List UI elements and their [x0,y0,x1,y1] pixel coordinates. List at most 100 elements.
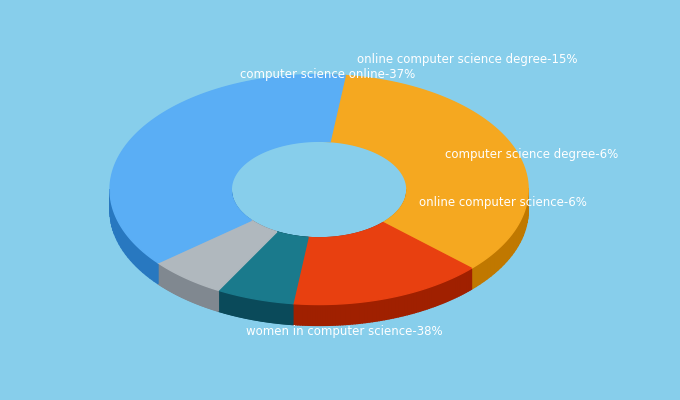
Polygon shape [240,210,241,233]
Polygon shape [449,278,452,300]
Polygon shape [110,74,345,263]
Polygon shape [243,297,245,318]
Text: computer science degree-6%: computer science degree-6% [445,148,618,160]
Polygon shape [445,280,447,302]
Polygon shape [158,220,277,290]
Polygon shape [468,269,470,291]
Polygon shape [403,202,404,224]
Polygon shape [405,294,407,315]
Polygon shape [452,278,454,300]
Polygon shape [247,217,248,239]
Polygon shape [240,296,241,317]
Polygon shape [390,217,391,239]
Polygon shape [361,232,362,253]
Polygon shape [250,219,252,241]
Polygon shape [239,209,240,232]
Polygon shape [343,236,344,257]
Polygon shape [222,291,223,312]
Polygon shape [246,297,248,318]
Polygon shape [308,304,310,325]
Polygon shape [356,233,357,254]
Polygon shape [308,238,309,258]
Polygon shape [347,303,350,324]
Polygon shape [143,252,147,276]
Polygon shape [334,237,335,258]
Polygon shape [514,228,516,252]
Polygon shape [339,236,340,258]
Polygon shape [128,236,131,260]
Polygon shape [244,214,245,236]
Polygon shape [464,271,466,293]
Polygon shape [355,302,358,324]
Polygon shape [435,284,437,306]
Polygon shape [206,286,207,308]
Polygon shape [509,234,511,258]
Polygon shape [379,224,380,246]
Polygon shape [213,289,214,310]
Polygon shape [218,232,308,304]
Polygon shape [277,302,278,323]
Polygon shape [379,299,381,320]
Polygon shape [522,215,523,239]
Polygon shape [360,232,361,253]
Polygon shape [423,289,425,310]
Polygon shape [333,304,335,325]
Polygon shape [377,300,379,321]
Polygon shape [116,217,118,241]
Polygon shape [352,234,353,255]
Polygon shape [248,298,250,319]
Polygon shape [250,298,251,319]
Polygon shape [239,296,240,317]
Polygon shape [511,231,514,255]
Polygon shape [180,276,181,297]
Polygon shape [182,276,183,298]
Polygon shape [272,302,273,323]
Polygon shape [312,238,313,259]
Polygon shape [394,214,395,236]
Polygon shape [196,282,197,304]
Polygon shape [391,297,394,318]
Polygon shape [281,303,282,324]
Polygon shape [384,298,386,320]
Polygon shape [275,302,276,323]
Polygon shape [229,293,230,314]
Polygon shape [462,272,464,294]
Polygon shape [181,276,182,297]
Polygon shape [119,223,121,248]
Polygon shape [184,277,185,298]
Polygon shape [403,294,405,316]
Polygon shape [457,275,459,297]
Polygon shape [321,238,322,259]
Polygon shape [330,304,333,325]
Polygon shape [344,236,345,257]
Polygon shape [233,294,235,316]
Polygon shape [475,263,479,287]
Polygon shape [254,299,255,320]
Polygon shape [140,249,143,272]
Polygon shape [375,226,376,248]
Polygon shape [443,281,445,303]
Polygon shape [253,299,254,320]
Polygon shape [260,300,262,321]
Polygon shape [327,238,328,258]
Polygon shape [439,283,441,304]
Polygon shape [310,238,311,258]
Polygon shape [241,296,242,317]
Polygon shape [322,238,323,259]
Polygon shape [411,292,414,314]
Polygon shape [192,281,193,302]
Polygon shape [396,296,398,318]
Polygon shape [280,302,281,324]
Polygon shape [264,300,265,322]
Polygon shape [215,289,216,310]
Polygon shape [479,260,483,284]
Polygon shape [367,230,368,251]
Polygon shape [323,304,325,326]
Polygon shape [400,207,401,229]
Polygon shape [389,298,391,319]
Polygon shape [209,288,211,309]
Polygon shape [283,303,284,324]
Polygon shape [303,304,305,325]
Polygon shape [217,290,218,311]
Polygon shape [198,283,199,304]
